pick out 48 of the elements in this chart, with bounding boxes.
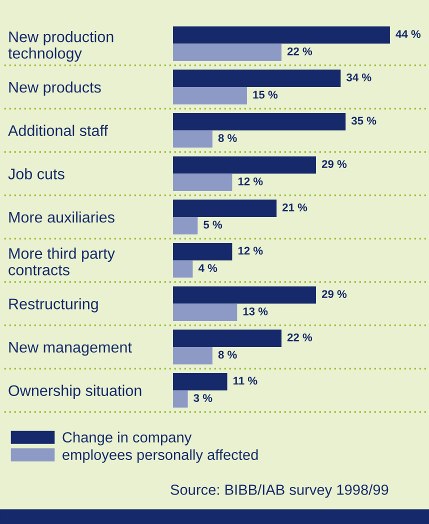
data-label: 15 % bbox=[253, 90, 278, 99]
data-label: 4 % bbox=[198, 264, 218, 272]
data-label: 8 % bbox=[218, 350, 237, 359]
legend-label: Change in company bbox=[62, 432, 192, 446]
bar bbox=[173, 200, 277, 217]
data-label: 13 % bbox=[243, 307, 268, 316]
bar bbox=[173, 26, 390, 44]
bar bbox=[173, 44, 282, 61]
bar bbox=[173, 174, 232, 191]
bar bbox=[173, 260, 193, 278]
data-label: 5 % bbox=[204, 220, 222, 229]
legend-label: employees personally affected bbox=[62, 449, 258, 463]
source-note: Source: BIBB/IAB survey 1998/99 bbox=[170, 484, 388, 498]
y-tick-label: Ownership situation bbox=[8, 384, 142, 400]
y-tick-label: New production technology bbox=[8, 31, 114, 62]
bar bbox=[173, 217, 198, 234]
bar bbox=[173, 113, 346, 130]
bar bbox=[173, 286, 316, 304]
data-label: 12 % bbox=[238, 246, 263, 255]
y-tick-label: Restructuring bbox=[9, 298, 98, 312]
y-tick-label: More third party contracts bbox=[8, 248, 115, 276]
y-tick-label: More auxiliaries bbox=[9, 211, 114, 223]
data-label: 11 % bbox=[234, 376, 258, 385]
data-label: 3 % bbox=[194, 394, 212, 402]
y-tick-label: New management bbox=[9, 342, 132, 356]
bar bbox=[173, 130, 212, 148]
bar bbox=[173, 304, 238, 321]
data-label: 22 % bbox=[287, 47, 312, 56]
bar bbox=[173, 156, 316, 174]
bar bbox=[173, 373, 228, 390]
data-label: 8 % bbox=[218, 134, 237, 142]
bar bbox=[173, 243, 232, 260]
y-tick-label: Job cuts bbox=[8, 168, 64, 180]
y-tick-label: New products bbox=[9, 81, 101, 96]
data-label: 35 % bbox=[351, 116, 376, 125]
bar bbox=[173, 70, 341, 87]
data-label: 21 % bbox=[282, 203, 308, 212]
bar bbox=[173, 390, 188, 408]
data-label: 22 % bbox=[287, 333, 312, 342]
bar bbox=[173, 87, 247, 104]
bar bbox=[173, 330, 282, 347]
data-label: 34 % bbox=[346, 73, 372, 82]
data-label: 12 % bbox=[238, 177, 263, 186]
data-label: 29 % bbox=[322, 290, 347, 298]
data-label: 44 % bbox=[396, 30, 421, 38]
data-label: 29 % bbox=[322, 160, 347, 168]
y-tick-label: Additional staff bbox=[8, 124, 108, 136]
bar bbox=[173, 347, 212, 364]
